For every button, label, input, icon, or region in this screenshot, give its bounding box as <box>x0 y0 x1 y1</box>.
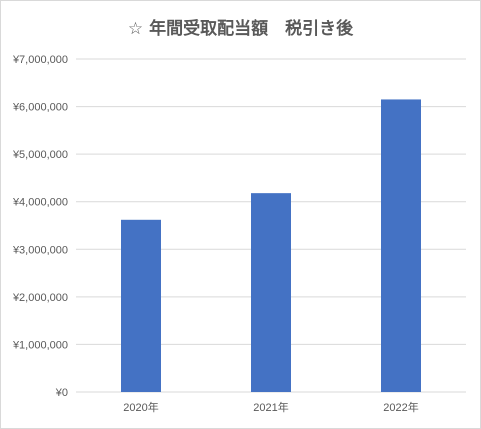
y-tick-label: ¥1,000,000 <box>12 339 68 351</box>
y-axis-tick-labels: ¥0 ¥1,000,000 ¥2,000,000 ¥3,000,000 ¥4,000,0… <box>12 54 68 399</box>
x-axis-tick-labels: 2020年 2021年 2022年 <box>123 400 418 414</box>
y-tick-label: ¥5,000,000 <box>12 149 68 161</box>
bar-1 <box>121 219 161 392</box>
y-tick-label: ¥0 <box>55 387 68 399</box>
bar-3 <box>381 99 421 392</box>
x-tick-label: 2022年 <box>383 400 418 414</box>
y-tick-label: ¥3,000,000 <box>12 244 68 256</box>
bar-2 <box>251 193 291 392</box>
bars <box>121 99 421 392</box>
y-tick-label: ¥4,000,000 <box>12 197 68 209</box>
y-tick-label: ¥7,000,000 <box>12 54 68 66</box>
x-tick-label: 2021年 <box>253 400 288 414</box>
chart-title: ☆ 年間受取配当額 税引き後 <box>127 19 354 39</box>
y-tick-label: ¥2,000,000 <box>12 292 68 304</box>
y-tick-label: ¥6,000,000 <box>12 102 68 114</box>
x-tick-label: 2020年 <box>123 400 158 414</box>
